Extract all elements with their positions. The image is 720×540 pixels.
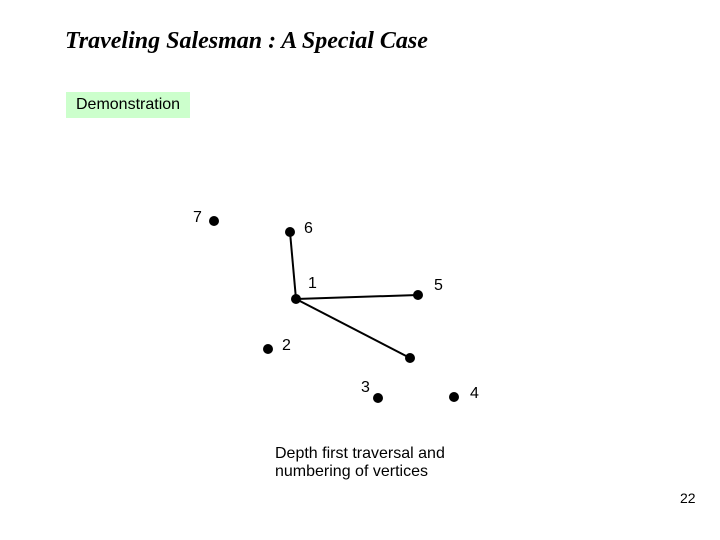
graph-node bbox=[263, 344, 273, 354]
graph-node-label: 1 bbox=[308, 275, 317, 292]
slide-number: 22 bbox=[680, 490, 696, 506]
graph-node bbox=[209, 216, 219, 226]
graph-edge bbox=[290, 232, 296, 299]
graph-node-label: 6 bbox=[304, 220, 313, 237]
graph-node-label: 2 bbox=[282, 337, 291, 354]
graph-node bbox=[405, 353, 415, 363]
graph-node bbox=[449, 392, 459, 402]
graph-node-label: 7 bbox=[193, 209, 202, 226]
graph-node-label: 3 bbox=[361, 379, 370, 396]
graph-node bbox=[285, 227, 295, 237]
graph-node bbox=[413, 290, 423, 300]
caption-text: Depth first traversal and numbering of v… bbox=[275, 445, 445, 481]
graph-node-label: 5 bbox=[434, 277, 443, 294]
graph-edge bbox=[296, 295, 418, 299]
graph-node bbox=[291, 294, 301, 304]
graph-edge bbox=[296, 299, 410, 358]
graph-node-label: 4 bbox=[470, 385, 479, 402]
graph-node bbox=[373, 393, 383, 403]
